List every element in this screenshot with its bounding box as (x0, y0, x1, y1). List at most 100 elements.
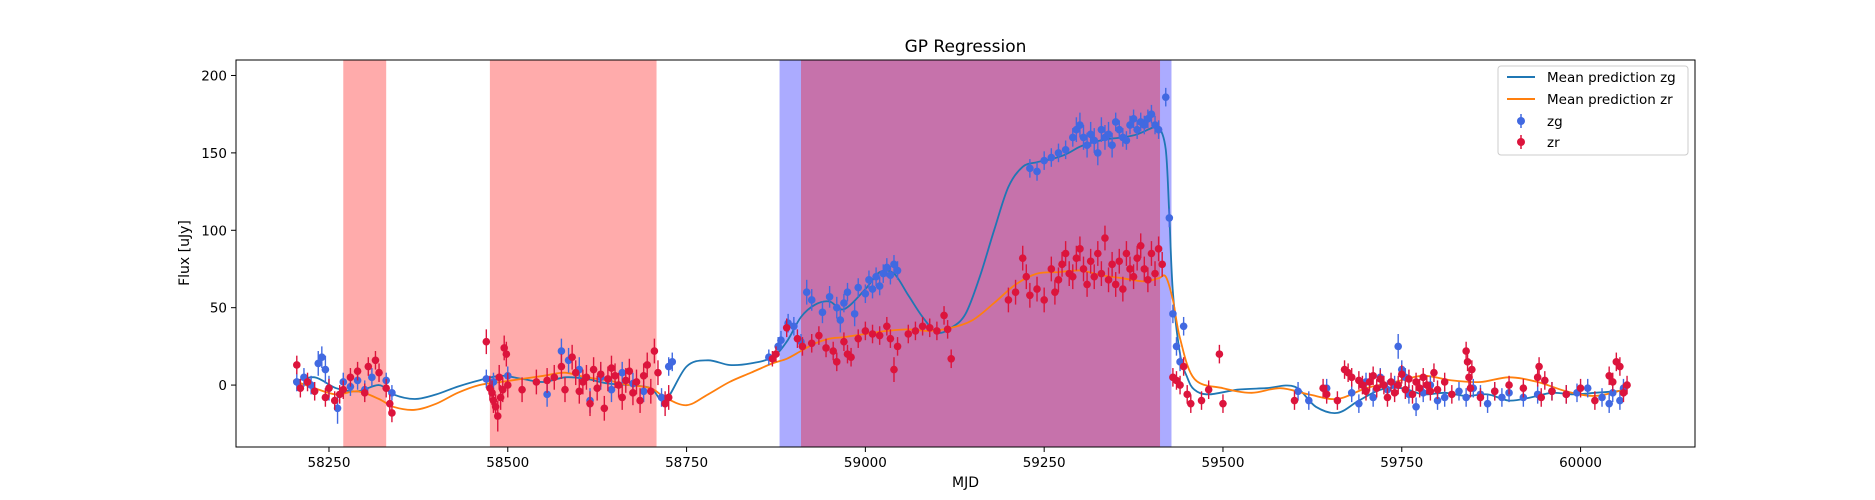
marker-zg-19 (557, 347, 566, 355)
point-zg-38 (807, 289, 816, 311)
marker-zg-113 (1455, 387, 1463, 396)
point-zr-64 (772, 346, 780, 362)
point-zr-69 (815, 326, 823, 345)
marker-zr-163 (1408, 390, 1417, 399)
point-zg-15 (482, 369, 491, 389)
marker-zg-119 (1498, 393, 1506, 402)
marker-zg-33 (777, 336, 785, 344)
shaded-region-zr-3 (801, 60, 1161, 447)
marker-zg-4 (318, 353, 326, 362)
point-zr-147 (1347, 368, 1356, 387)
marker-zg-67 (1083, 141, 1091, 149)
marker-zr-156 (1383, 393, 1392, 402)
marker-zr-98 (1040, 296, 1048, 304)
chart-title: GP Regression (905, 37, 1027, 57)
legend-box (1497, 65, 1689, 156)
point-zg-127 (1598, 388, 1606, 407)
point-zr-71 (829, 341, 837, 361)
point-zr-176 (1466, 378, 1475, 398)
marker-zr-33 (550, 373, 559, 382)
marker-zg-94 (1294, 387, 1302, 396)
point-zr-42 (589, 357, 598, 382)
marker-zr-168 (1426, 387, 1435, 396)
marker-zr-166 (1419, 373, 1428, 382)
y-tick-label-100: 100 (201, 223, 227, 239)
point-zr-98 (1040, 287, 1048, 313)
point-zr-159 (1394, 375, 1402, 395)
point-zr-143 (1322, 385, 1331, 404)
marker-zr-122 (1129, 272, 1138, 281)
point-zr-139 (1215, 344, 1224, 364)
marker-zg-66 (1079, 133, 1088, 142)
point-zg-62 (1061, 140, 1070, 160)
point-zr-17 (388, 403, 396, 423)
point-zr-130 (1158, 251, 1166, 277)
point-zg-57 (1026, 159, 1034, 178)
marker-zr-142 (1319, 384, 1327, 392)
x-tick-label-58250: 58250 (307, 455, 350, 471)
marker-zr-87 (925, 324, 934, 332)
marker-zr-20 (488, 389, 496, 397)
marker-zr-81 (886, 334, 895, 343)
legend-zg-marker-label: zg (1547, 114, 1563, 130)
marker-zr-49 (614, 381, 623, 389)
point-zr-182 (1533, 368, 1542, 387)
point-zr-49 (614, 372, 623, 398)
marker-zr-89 (940, 311, 948, 320)
point-zr-162 (1405, 369, 1413, 389)
marker-zr-56 (639, 371, 648, 380)
point-zg-54 (886, 265, 895, 285)
point-zg-119 (1498, 388, 1506, 407)
point-zr-61 (661, 391, 669, 417)
point-zr-83 (893, 337, 902, 356)
marker-zr-4 (321, 393, 330, 402)
marker-zr-52 (625, 367, 634, 375)
marker-zr-77 (861, 327, 870, 335)
marker-zr-153 (1372, 384, 1381, 392)
point-zg-59 (1040, 151, 1048, 170)
point-zg-24 (607, 377, 616, 403)
point-zg-44 (843, 282, 852, 302)
marker-zr-141 (1290, 396, 1299, 405)
point-zr-195 (1623, 375, 1631, 395)
point-zr-168 (1426, 381, 1435, 401)
point-zr-100 (1051, 279, 1059, 305)
point-zg-53 (883, 258, 891, 277)
marker-zg-59 (1040, 156, 1048, 165)
marker-zg-62 (1061, 145, 1070, 154)
marker-zg-83 (1140, 121, 1149, 129)
point-zg-69 (1090, 128, 1099, 153)
point-zr-115 (1104, 267, 1113, 293)
marker-zr-26 (498, 385, 507, 394)
point-zr-8 (339, 380, 348, 400)
marker-zr-90 (943, 325, 952, 334)
point-zg-78 (1122, 131, 1131, 150)
x-tick-label-58500: 58500 (486, 455, 529, 471)
legend: Mean prediction zg Mean prediction zr zg… (1497, 65, 1689, 156)
marker-zg-15 (482, 375, 491, 383)
point-zr-140 (1219, 394, 1227, 413)
marker-zg-63 (1068, 133, 1077, 142)
shaded-region-zr-1 (489, 60, 657, 447)
marker-zr-91 (947, 354, 955, 363)
marker-zr-129 (1154, 245, 1163, 253)
marker-zr-42 (589, 365, 598, 374)
marker-zg-51 (875, 282, 884, 290)
marker-zg-74 (1108, 141, 1116, 149)
x-tick-label-59750: 59750 (1380, 455, 1423, 471)
marker-zr-134 (1179, 362, 1188, 371)
point-zr-188 (1576, 378, 1585, 398)
marker-zr-1 (296, 384, 305, 392)
point-zr-56 (639, 363, 648, 389)
point-zr-181 (1519, 378, 1528, 398)
point-zr-75 (847, 347, 855, 367)
point-zr-118 (1115, 248, 1124, 274)
marker-zg-53 (883, 263, 891, 272)
point-zr-62 (664, 385, 673, 410)
marker-zg-40 (825, 293, 834, 301)
marker-zr-117 (1111, 280, 1120, 289)
marker-zr-180 (1505, 381, 1513, 389)
marker-zr-46 (604, 375, 612, 383)
point-zg-108 (1412, 397, 1420, 417)
marker-zg-46 (854, 283, 863, 292)
